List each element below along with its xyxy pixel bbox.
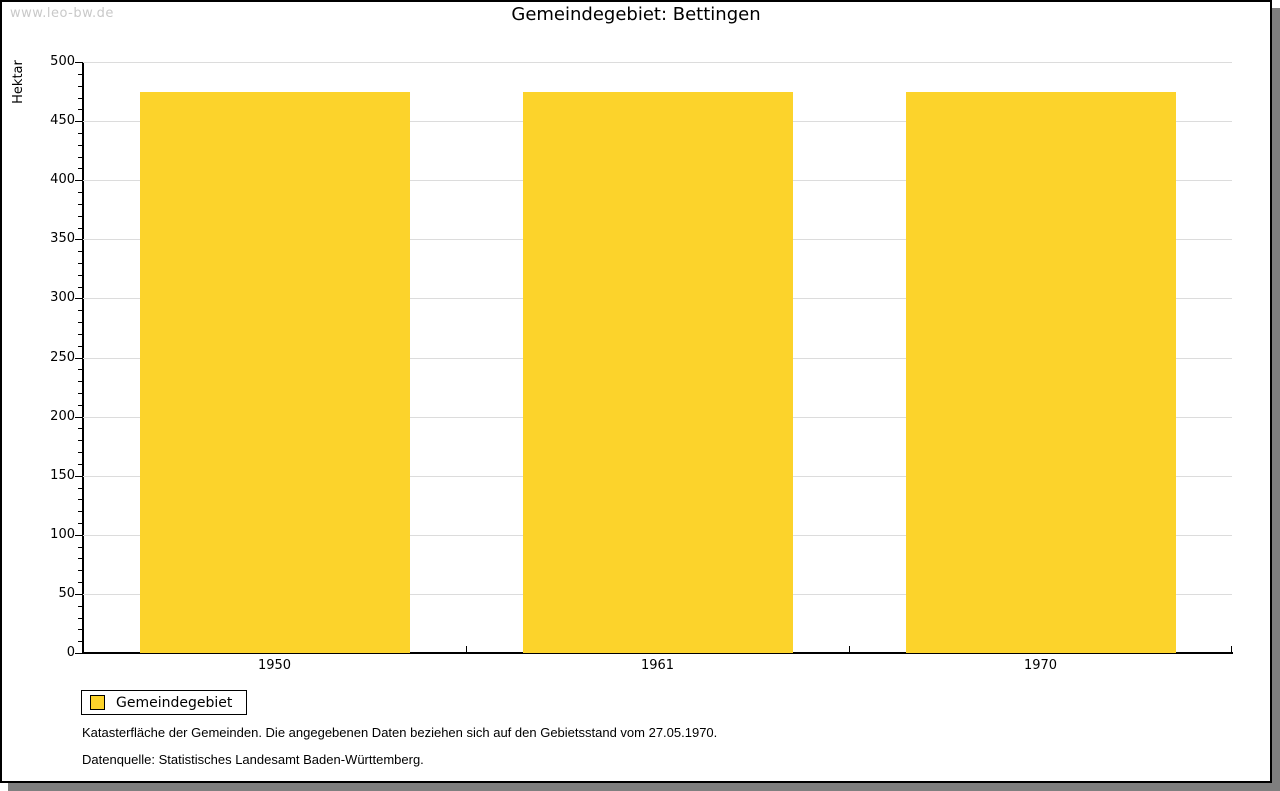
y-minor-tick-130: [78, 499, 83, 501]
y-major-tick-500: [75, 62, 83, 63]
y-tick-label-400: 400: [50, 172, 75, 188]
y-minor-tick-90: [78, 546, 83, 548]
x-boundary-tick-0: [83, 646, 84, 652]
y-minor-tick-170: [78, 452, 83, 454]
y-minor-tick-120: [78, 511, 83, 513]
y-tick-label-300: 300: [50, 290, 75, 306]
y-minor-tick-360: [78, 227, 83, 229]
bar-1950: [139, 91, 410, 653]
y-major-tick-0: [75, 653, 83, 654]
legend-swatch: [90, 695, 105, 710]
y-minor-tick-420: [78, 156, 83, 158]
y-minor-tick-390: [78, 192, 83, 193]
y-major-tick-300: [75, 298, 83, 300]
y-minor-tick-330: [78, 262, 83, 264]
y-minor-tick-440: [78, 132, 83, 134]
y-minor-tick-430: [78, 144, 83, 146]
y-tick-label-50: 50: [58, 585, 75, 601]
y-minor-tick-210: [78, 404, 83, 406]
y-major-tick-350: [75, 239, 83, 241]
y-minor-tick-380: [78, 203, 83, 205]
y-tick-label-250: 250: [50, 349, 75, 365]
x-axis-line: [82, 652, 1233, 654]
plot-area: [75, 62, 1233, 654]
y-minor-tick-140: [78, 487, 83, 489]
legend-label: Gemeindegebiet: [116, 694, 233, 711]
y-minor-tick-190: [78, 428, 83, 430]
x-tick-label-1950: 1950: [257, 658, 292, 673]
y-minor-tick-470: [78, 97, 83, 99]
y-major-tick-50: [75, 593, 83, 595]
y-major-tick-250: [75, 357, 83, 359]
legend: Gemeindegebiet: [81, 690, 248, 715]
y-minor-tick-240: [78, 369, 83, 371]
y-minor-tick-340: [78, 251, 83, 253]
y-minor-tick-290: [78, 310, 83, 312]
y-minor-tick-490: [78, 73, 83, 75]
y-major-tick-450: [75, 121, 83, 123]
y-minor-tick-30: [78, 617, 83, 619]
footnote-data-source: Datenquelle: Statistisches Landesamt Bad…: [82, 752, 424, 767]
y-minor-tick-480: [78, 85, 83, 87]
y-minor-tick-270: [78, 333, 83, 335]
y-minor-tick-460: [78, 109, 83, 111]
y-minor-tick-80: [78, 558, 83, 560]
y-tick-label-450: 450: [50, 113, 75, 129]
watermark: www.leo-bw.de: [10, 6, 114, 21]
y-minor-tick-260: [78, 345, 83, 347]
bar-1961: [522, 91, 793, 653]
y-minor-tick-40: [78, 605, 83, 607]
x-boundary-tick-2: [849, 646, 850, 652]
x-boundary-tick-3: [1231, 646, 1232, 652]
y-tick-label-150: 150: [50, 467, 75, 483]
y-minor-tick-230: [78, 381, 83, 383]
x-boundary-tick-1: [466, 646, 467, 652]
y-minor-tick-220: [78, 393, 83, 394]
y-tick-label-350: 350: [50, 231, 75, 247]
y-tick-label-500: 500: [50, 54, 75, 69]
y-tick-label-200: 200: [50, 408, 75, 424]
chart-title: Gemeindegebiet: Bettingen: [511, 4, 761, 25]
x-tick-label-1961: 1961: [640, 658, 675, 673]
y-minor-tick-70: [78, 570, 83, 572]
y-minor-tick-60: [78, 582, 83, 584]
y-minor-tick-280: [78, 322, 83, 323]
y-major-tick-150: [75, 475, 83, 477]
y-major-tick-200: [75, 416, 83, 418]
y-major-tick-100: [75, 534, 83, 536]
y-minor-tick-110: [78, 523, 83, 524]
y-major-tick-400: [75, 180, 83, 182]
y-tick-label-0: 0: [66, 645, 75, 660]
y-minor-tick-10: [78, 641, 83, 643]
y-minor-tick-370: [78, 215, 83, 217]
gridline-y-500: [83, 62, 1232, 63]
footnote-source-note: Katasterfläche der Gemeinden. Die angege…: [82, 725, 718, 740]
y-minor-tick-410: [78, 168, 83, 170]
y-minor-tick-320: [78, 274, 83, 276]
y-minor-tick-160: [78, 463, 83, 465]
y-minor-tick-310: [78, 286, 83, 288]
bar-1970: [905, 91, 1176, 653]
y-minor-tick-20: [78, 629, 83, 631]
y-tick-label-100: 100: [50, 526, 75, 542]
y-minor-tick-180: [78, 440, 83, 442]
x-tick-label-1970: 1970: [1023, 658, 1058, 673]
